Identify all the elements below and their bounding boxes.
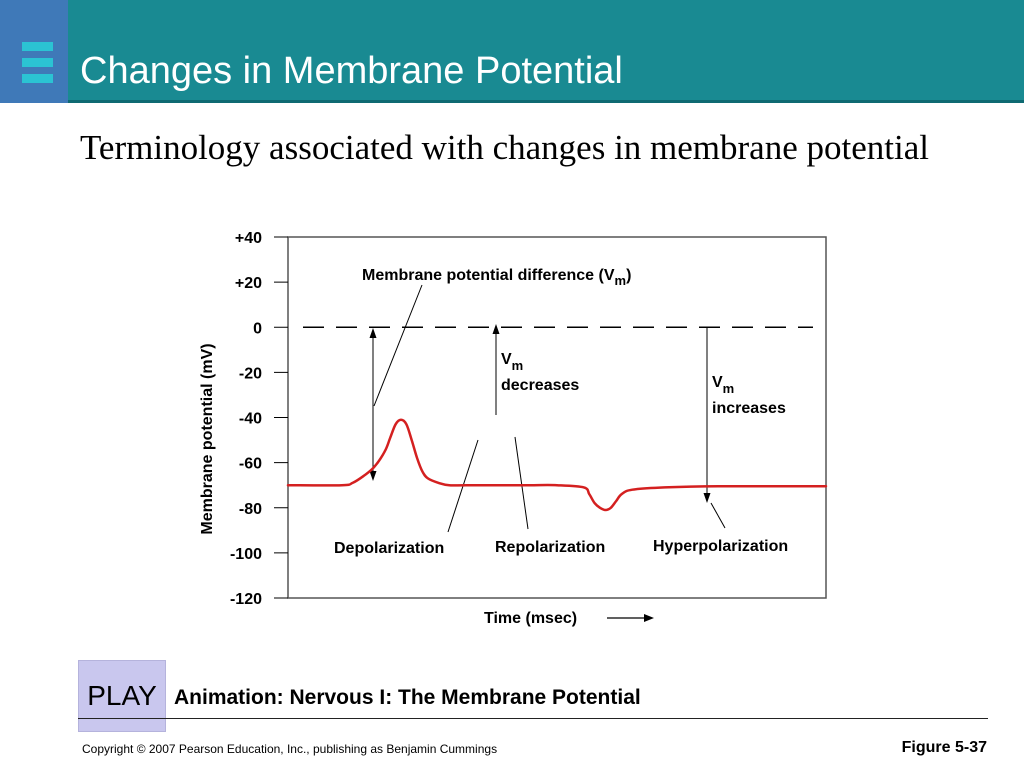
arrow-resting-to-zero [369,328,377,481]
figure-label: Figure 5-37 [901,739,987,756]
copyright-notice: Copyright © 2007 Pearson Education, Inc.… [82,742,498,756]
membrane-potential-chart: +40 +20 0 -20 -40 -60 -80 -100 -120 Membrane pot… [199,230,828,627]
y-axis-label: Membrane potential (mV) [199,343,216,534]
label-depolarization: Depolarization [334,540,444,557]
animation-caption: Animation: Nervous I: The Membrane Poten… [174,686,641,709]
y-tick-label: -60 [239,456,262,473]
y-axis: +40 +20 0 -20 -40 -60 -80 -100 -120 [230,230,288,608]
label-hyperpolarization: Hyperpolarization [653,538,788,555]
slide-subtitle: Terminology associated with changes in m… [80,128,929,167]
play-button[interactable]: PLAY [78,660,166,732]
footer-divider [78,718,988,719]
label-repolarization: Repolarization [495,539,605,556]
y-tick-label: -80 [239,501,262,518]
membrane-potential-trace [286,418,828,512]
arrow-vm-increases [703,327,711,503]
play-button-label: PLAY [87,680,157,711]
y-tick-label: 0 [253,320,262,337]
annotation-membrane-potential-difference: Membrane potential difference (Vm) [362,267,631,288]
title-bar: Changes in Membrane Potential [0,0,1024,103]
annotation-vm-increases: Vm increases [712,374,786,417]
annotation-vm-decreases: Vm decreases [501,351,579,394]
y-tick-label: +20 [235,275,262,292]
y-tick-label: -40 [239,411,262,428]
x-axis-label: Time (msec) [484,610,577,627]
stacked-bars-icon [0,0,68,103]
y-tick-label: +40 [235,230,262,247]
y-tick-label: -100 [230,546,262,563]
y-tick-label: -120 [230,591,262,608]
y-tick-label: -20 [239,365,262,382]
icon-stripe [22,58,53,67]
icon-stripe [22,42,53,51]
x-axis-label-arrow [607,614,654,622]
icon-stripe [22,74,53,83]
leader-lines [373,284,726,533]
slide-title: Changes in Membrane Potential [80,50,623,92]
arrow-vm-decreases [492,324,500,415]
